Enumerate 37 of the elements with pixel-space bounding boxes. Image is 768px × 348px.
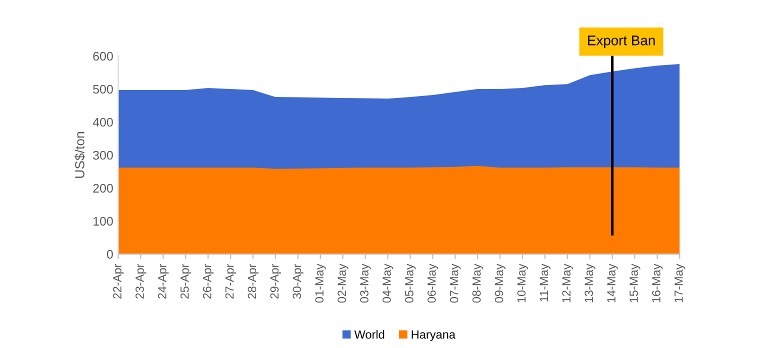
x-tick-label: 22-Apr	[113, 264, 124, 299]
x-tick-label: 11-May	[540, 264, 550, 302]
legend-label: Haryana	[412, 330, 456, 342]
x-tick-label: 02-May	[338, 264, 348, 303]
x-tick-label: 13-May	[584, 264, 596, 302]
x-tick-label: 01-May	[315, 264, 326, 303]
x-tick-label: 15-May	[630, 264, 640, 302]
x-tick-label: 03-May	[360, 264, 371, 303]
y-tick-label: 600	[93, 52, 113, 61]
x-tick-label: 23-Apr	[136, 264, 146, 299]
x-tick-label: 08-May	[472, 264, 484, 303]
x-tick-label: 27-Apr	[225, 264, 236, 299]
y-tick-label: 100	[94, 216, 113, 226]
y-tick-label: 0	[106, 250, 113, 259]
x-tick-label: 04-May	[382, 264, 394, 303]
y-tick-label: 400	[92, 118, 113, 127]
x-tick-label: 26-Apr	[202, 264, 214, 299]
x-tick-label: 09-May	[494, 264, 506, 303]
x-tick-label: 14-May	[607, 264, 618, 302]
x-tick-label: 05-May	[405, 264, 416, 303]
x-tick-label: 17-May	[674, 264, 686, 302]
y-tick-label: 200	[93, 184, 113, 193]
y-tick-label: 500	[93, 84, 113, 94]
y-tick-label: 300	[93, 150, 113, 160]
x-tick-label: 12-May	[562, 264, 573, 302]
x-tick-label: 24-Apr	[158, 264, 169, 299]
x-tick-label: 30-Apr	[292, 264, 304, 299]
x-tick-label: 29-Apr	[270, 264, 281, 299]
x-tick-label: 10-May	[517, 264, 528, 302]
y-axis-title: US$/ton	[74, 132, 86, 178]
x-tick-label: 06-May	[427, 264, 438, 303]
legend-label: World	[354, 330, 384, 339]
ref-line-label: Export Ban	[588, 36, 655, 48]
x-tick-label: 28-Apr	[248, 264, 259, 299]
x-tick-label: 16-May	[652, 264, 663, 302]
x-tick-label: 25-Apr	[180, 264, 192, 299]
x-tick-label: 07-May	[450, 264, 461, 303]
